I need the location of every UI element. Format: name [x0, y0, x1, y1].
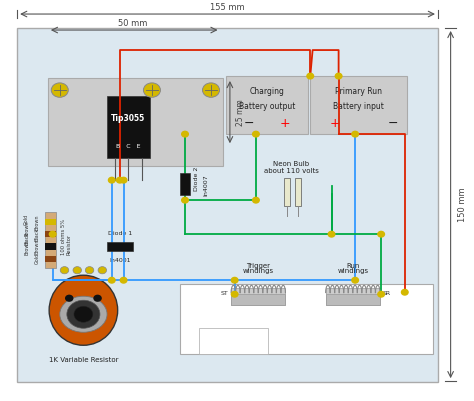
Text: Brown: Brown: [35, 214, 40, 229]
Circle shape: [378, 292, 384, 297]
Circle shape: [74, 306, 93, 322]
Circle shape: [231, 278, 238, 284]
Bar: [231, 294, 285, 306]
Bar: [17, 29, 438, 382]
Bar: [226, 77, 309, 135]
Circle shape: [65, 295, 73, 302]
Text: Brown: Brown: [24, 220, 29, 235]
Text: 25 mm: 25 mm: [236, 99, 245, 126]
Text: Brown: Brown: [35, 238, 40, 253]
Text: B   C   E: B C E: [116, 144, 141, 149]
Text: +: +: [280, 117, 291, 130]
Text: In4007: In4007: [203, 174, 208, 195]
Text: +: +: [329, 117, 340, 130]
Bar: [231, 288, 285, 306]
Circle shape: [49, 232, 56, 237]
Bar: [45, 213, 56, 269]
Text: SR: SR: [383, 290, 391, 295]
Circle shape: [352, 278, 358, 284]
Text: windings: windings: [243, 268, 274, 274]
Bar: [310, 77, 407, 135]
Text: Run: Run: [346, 263, 359, 269]
Text: Gold: Gold: [35, 252, 40, 263]
Text: 100 ohms 5%
Resistor: 100 ohms 5% Resistor: [61, 219, 72, 255]
Text: Diode 2: Diode 2: [194, 166, 200, 191]
Text: Primary Run: Primary Run: [335, 87, 382, 96]
Circle shape: [231, 292, 238, 297]
Text: Trigger: Trigger: [246, 263, 270, 269]
Bar: [326, 288, 380, 306]
Bar: [45, 231, 56, 238]
Text: 155 mm: 155 mm: [210, 3, 245, 12]
Circle shape: [60, 267, 69, 274]
Bar: [295, 179, 301, 207]
Bar: [48, 79, 223, 167]
Circle shape: [109, 178, 115, 184]
Text: Gold: Gold: [24, 213, 29, 224]
Text: Battery output: Battery output: [239, 101, 295, 110]
Bar: [107, 242, 133, 251]
Bar: [107, 97, 150, 159]
Bar: [199, 328, 268, 354]
Ellipse shape: [49, 275, 118, 345]
Circle shape: [352, 132, 358, 138]
Bar: [326, 294, 380, 306]
Text: Diode 1: Diode 1: [108, 231, 132, 235]
Text: Tip3055: Tip3055: [111, 114, 146, 123]
Text: 50 mm: 50 mm: [118, 19, 148, 28]
Circle shape: [85, 267, 94, 274]
Circle shape: [93, 295, 102, 302]
Text: windings: windings: [337, 268, 368, 274]
Bar: [284, 179, 290, 207]
Bar: [45, 244, 56, 250]
Circle shape: [182, 198, 188, 203]
Circle shape: [67, 300, 100, 328]
Circle shape: [401, 290, 408, 295]
Bar: [45, 256, 56, 263]
Text: In4001: In4001: [109, 258, 130, 263]
Text: Brown: Brown: [24, 239, 29, 254]
Circle shape: [98, 267, 107, 274]
Circle shape: [73, 267, 82, 274]
Bar: [180, 174, 190, 196]
Text: 150 mm: 150 mm: [458, 187, 467, 222]
Circle shape: [109, 278, 115, 284]
Circle shape: [51, 84, 68, 98]
Text: Charging: Charging: [250, 87, 284, 96]
Text: 1K Variable Resistor: 1K Variable Resistor: [49, 356, 118, 363]
Circle shape: [253, 132, 259, 138]
Bar: [180, 285, 433, 354]
Circle shape: [378, 232, 384, 237]
Circle shape: [253, 198, 259, 203]
Text: Black: Black: [35, 227, 40, 241]
Bar: [45, 219, 56, 225]
Text: ST: ST: [220, 290, 228, 295]
Circle shape: [117, 178, 123, 184]
Text: Black: Black: [24, 231, 29, 244]
Circle shape: [307, 74, 314, 80]
Circle shape: [182, 132, 188, 138]
Circle shape: [335, 74, 342, 80]
Circle shape: [120, 178, 127, 184]
Text: Battery input: Battery input: [333, 101, 384, 110]
Text: Neon Bulb
about 110 volts: Neon Bulb about 110 volts: [264, 160, 319, 173]
Text: −: −: [244, 117, 254, 130]
Text: −: −: [387, 117, 398, 130]
Circle shape: [120, 278, 127, 284]
Circle shape: [328, 232, 335, 237]
Circle shape: [202, 84, 219, 98]
Ellipse shape: [60, 296, 107, 332]
Circle shape: [144, 84, 160, 98]
